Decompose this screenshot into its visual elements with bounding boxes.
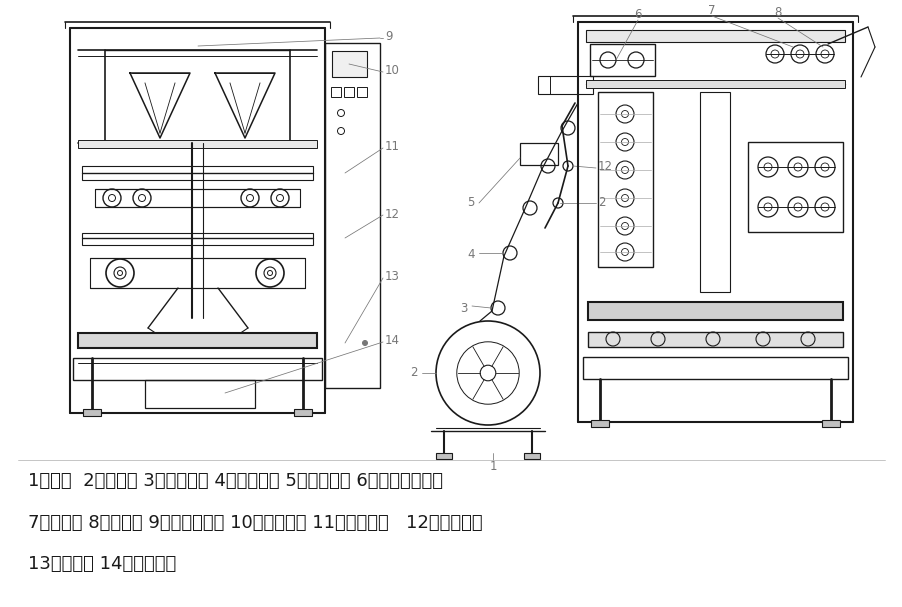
- Text: 12: 12: [384, 208, 400, 220]
- Bar: [520, 143, 557, 165]
- Text: 4: 4: [467, 248, 474, 262]
- Text: 5: 5: [467, 197, 474, 209]
- Bar: [78, 140, 317, 148]
- Text: 12: 12: [597, 160, 612, 172]
- Bar: [585, 30, 844, 42]
- Text: 7: 7: [707, 4, 715, 16]
- Bar: [747, 142, 842, 232]
- Bar: [83, 409, 101, 416]
- Text: 13: 13: [384, 271, 400, 283]
- Bar: [583, 357, 847, 379]
- Bar: [590, 420, 608, 427]
- Text: 7、编码器 8、成型器 9、成型器支架 10、纵封机构 11、拉膜机构   12、横封机构: 7、编码器 8、成型器 9、成型器支架 10、纵封机构 11、拉膜机构 12、横…: [28, 514, 482, 532]
- Bar: [294, 409, 312, 416]
- Text: 13、控制柜 14、落袋溥板: 13、控制柜 14、落袋溥板: [28, 555, 176, 573]
- Text: 14: 14: [384, 334, 400, 347]
- Bar: [585, 80, 844, 88]
- Bar: [145, 380, 254, 408]
- Bar: [82, 166, 313, 180]
- Bar: [73, 358, 322, 380]
- Bar: [523, 453, 539, 459]
- Bar: [587, 302, 842, 320]
- Bar: [332, 51, 366, 77]
- Bar: [699, 92, 729, 292]
- Text: 10: 10: [384, 64, 400, 78]
- Bar: [90, 258, 305, 288]
- Text: 2: 2: [597, 197, 605, 209]
- Text: 1、机架  2、包装膜 3、放膜机构 4、走膜系统 5、打印装置 6、打印调节结构: 1、机架 2、包装膜 3、放膜机构 4、走膜系统 5、打印装置 6、打印调节结构: [28, 472, 443, 490]
- Bar: [325, 43, 380, 388]
- Text: 8: 8: [773, 5, 781, 18]
- Bar: [95, 189, 299, 207]
- Bar: [82, 233, 313, 245]
- Bar: [344, 87, 354, 97]
- Bar: [331, 87, 341, 97]
- Bar: [356, 87, 366, 97]
- Bar: [589, 44, 654, 76]
- Text: 3: 3: [460, 302, 467, 314]
- Bar: [587, 332, 842, 347]
- Circle shape: [362, 341, 367, 345]
- Bar: [436, 453, 452, 459]
- Bar: [538, 76, 593, 94]
- Bar: [821, 420, 839, 427]
- Bar: [597, 92, 652, 267]
- Text: 2: 2: [410, 367, 418, 379]
- Text: 1: 1: [489, 461, 496, 473]
- Text: 11: 11: [384, 140, 400, 154]
- Text: 6: 6: [633, 7, 641, 21]
- Bar: [78, 333, 317, 348]
- Text: 9: 9: [384, 30, 392, 44]
